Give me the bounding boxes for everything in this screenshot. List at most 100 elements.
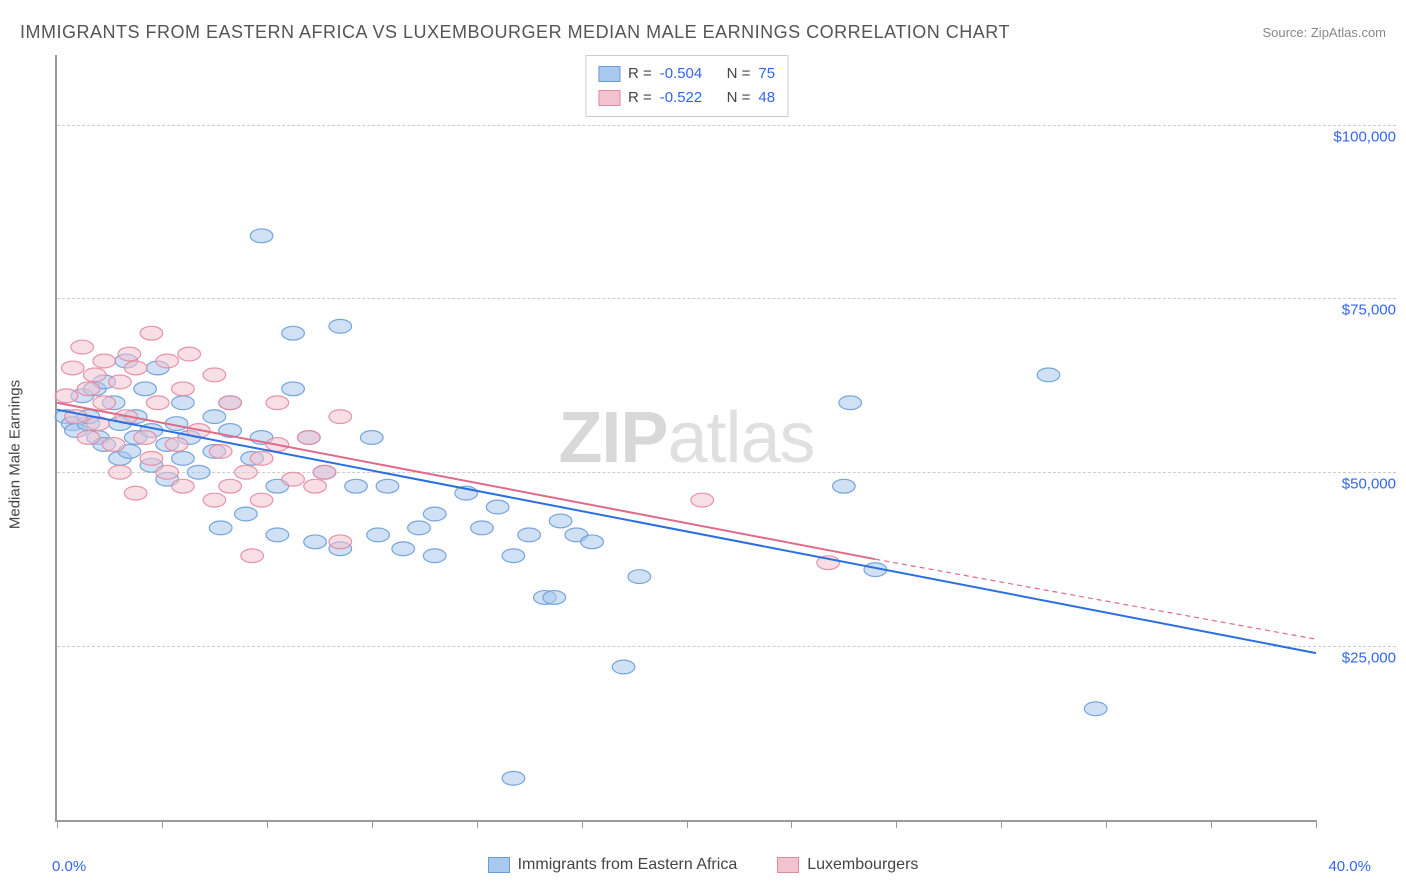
x-tick xyxy=(57,820,58,828)
legend-row: R =-0.522 N =48 xyxy=(598,86,775,110)
data-point xyxy=(329,410,352,424)
legend-r-value: -0.522 xyxy=(660,86,703,110)
data-point xyxy=(313,465,336,479)
y-tick-label: $100,000 xyxy=(1321,128,1396,145)
data-point xyxy=(134,431,157,445)
x-tick xyxy=(267,820,268,828)
data-point xyxy=(345,479,368,493)
data-point xyxy=(329,535,352,549)
page-title: IMMIGRANTS FROM EASTERN AFRICA VS LUXEMB… xyxy=(20,22,1010,43)
data-point xyxy=(109,465,132,479)
data-point xyxy=(209,521,232,535)
data-point xyxy=(1084,702,1107,716)
data-point xyxy=(219,479,242,493)
y-axis-label: Median Male Earnings xyxy=(7,380,24,529)
data-point xyxy=(124,361,147,375)
legend-r-label: R = xyxy=(628,62,652,86)
x-tick xyxy=(477,820,478,828)
data-point xyxy=(219,396,242,410)
data-point xyxy=(134,382,157,396)
data-point xyxy=(140,326,163,340)
data-point xyxy=(241,549,264,563)
data-point xyxy=(93,354,116,368)
data-point xyxy=(839,396,862,410)
legend-label: Immigrants from Eastern Africa xyxy=(518,856,738,874)
data-point xyxy=(61,361,84,375)
data-point xyxy=(172,382,195,396)
legend-n-value: 48 xyxy=(758,86,775,110)
trend-line xyxy=(57,410,1316,653)
data-point xyxy=(209,445,232,459)
data-point xyxy=(140,451,163,465)
data-point xyxy=(77,382,100,396)
data-point xyxy=(178,347,201,361)
legend-swatch xyxy=(598,66,620,82)
data-point xyxy=(408,521,431,535)
x-tick xyxy=(1106,820,1107,828)
x-tick xyxy=(372,820,373,828)
data-point xyxy=(423,549,446,563)
data-point xyxy=(297,431,320,445)
data-point xyxy=(486,500,509,514)
legend-swatch xyxy=(777,857,799,873)
data-point xyxy=(250,451,273,465)
data-point xyxy=(471,521,494,535)
data-point xyxy=(83,368,106,382)
data-point xyxy=(329,319,352,333)
data-point xyxy=(235,465,258,479)
data-point xyxy=(282,382,305,396)
data-point xyxy=(156,465,179,479)
data-point xyxy=(392,542,415,556)
data-point xyxy=(109,375,132,389)
data-point xyxy=(502,771,525,785)
trend-line-extrapolation xyxy=(875,559,1316,639)
data-point xyxy=(55,389,78,403)
data-point xyxy=(612,660,635,674)
data-point xyxy=(102,438,125,452)
data-point xyxy=(423,507,446,521)
data-point xyxy=(304,479,327,493)
y-tick-label: $25,000 xyxy=(1321,650,1396,667)
data-point xyxy=(360,431,383,445)
data-point xyxy=(172,479,195,493)
x-tick xyxy=(896,820,897,828)
data-point xyxy=(93,396,116,410)
legend-r-value: -0.504 xyxy=(660,62,703,86)
data-point xyxy=(581,535,604,549)
y-tick-label: $50,000 xyxy=(1321,476,1396,493)
data-point xyxy=(628,570,651,584)
legend-item: Luxembourgers xyxy=(777,856,918,874)
x-tick xyxy=(162,820,163,828)
x-tick xyxy=(1211,820,1212,828)
data-point xyxy=(367,528,390,542)
legend-swatch xyxy=(598,90,620,106)
legend-r-label: R = xyxy=(628,86,652,110)
x-tick xyxy=(1316,820,1317,828)
x-tick xyxy=(1001,820,1002,828)
scatter-plot xyxy=(57,55,1316,820)
data-point xyxy=(376,479,399,493)
data-point xyxy=(518,528,541,542)
data-point xyxy=(282,472,305,486)
data-point xyxy=(146,396,169,410)
data-point xyxy=(203,368,226,382)
legend-n-value: 75 xyxy=(758,62,775,86)
y-tick-label: $75,000 xyxy=(1321,302,1396,319)
legend-label: Luxembourgers xyxy=(807,856,918,874)
data-point xyxy=(833,479,856,493)
header: IMMIGRANTS FROM EASTERN AFRICA VS LUXEMB… xyxy=(0,0,1406,50)
x-tick xyxy=(687,820,688,828)
data-point xyxy=(165,438,188,452)
data-point xyxy=(71,340,94,354)
data-point xyxy=(282,326,305,340)
legend-n-label: N = xyxy=(727,62,751,86)
data-point xyxy=(118,347,141,361)
data-point xyxy=(1037,368,1060,382)
data-point xyxy=(124,486,147,500)
data-point xyxy=(691,493,714,507)
series-legend: Immigrants from Eastern Africa Luxembourg… xyxy=(0,856,1406,874)
data-point xyxy=(543,591,566,605)
chart-area: ZIPatlas $25,000$50,000$75,000$100,000 R… xyxy=(55,55,1316,822)
data-point xyxy=(250,493,273,507)
data-point xyxy=(250,229,273,243)
